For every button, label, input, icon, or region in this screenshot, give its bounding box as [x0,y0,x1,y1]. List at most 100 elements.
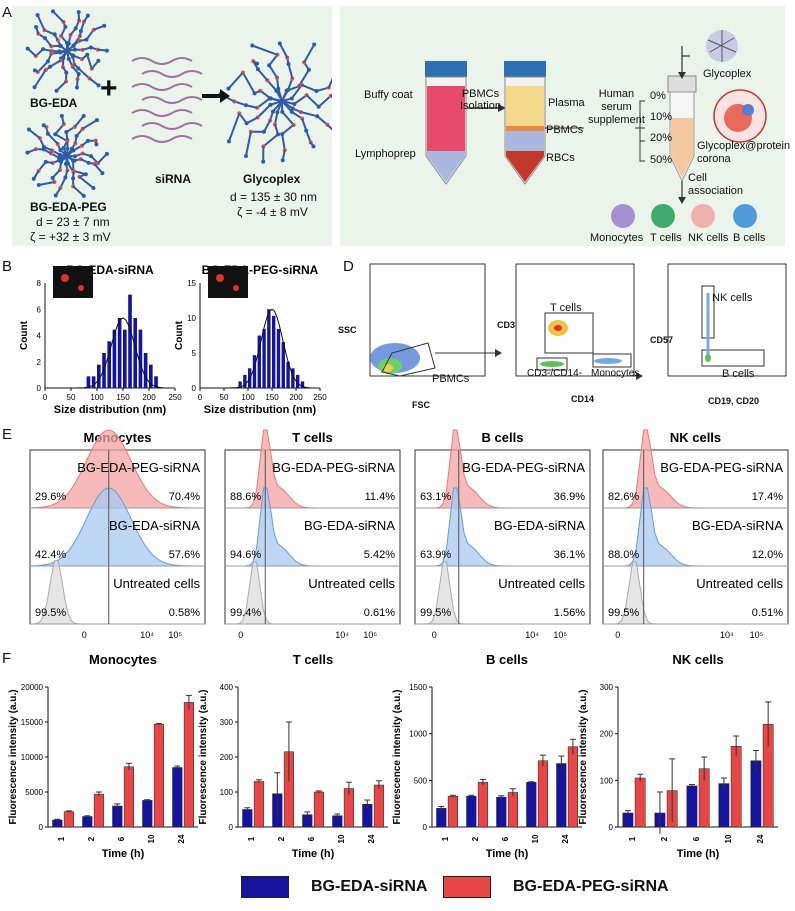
histogram-bar [91,376,96,388]
x-tick-label: 10⁵ [168,630,182,640]
gate-percent-left: 88.0% [608,549,639,561]
y-tick-label: 8 [37,279,42,288]
bg-eda-peg-label: BG-EDA-PEG [30,200,107,214]
x-tick-label: 1 [441,836,450,841]
chart-title: NK cells [672,652,723,667]
gate-percent-left: 99.5% [35,607,66,619]
panel-a-background [12,6,332,246]
x-tick-label: 0 [615,630,620,640]
tcells-gate-label: T cells [550,302,582,314]
bar-chart-0: Monocytes 0 5000 10000 15000 20000Fluorescenc… [8,652,198,860]
data-bar [183,702,194,828]
x-tick-label: 0 [82,630,87,640]
data-bar [313,791,324,828]
data-bar [507,792,518,828]
y-tick-label: 2 [37,358,42,367]
row-label: BG-EDA-siRNA [692,518,783,533]
cell-label-monocytes: Monocytes [590,232,644,244]
bg-eda-dendrimer-icon [25,9,109,93]
histogram-bar [97,364,101,388]
glycoplex-zeta: ζ = -4 ± 8 mV [237,205,308,219]
gate-percent-right: 0.61% [364,607,395,619]
y-axis-label: Fluorescence intensity (a.u.) [8,689,19,824]
microscopy-inset [208,266,248,298]
histogram-bar [123,329,127,388]
x-tick-label: 10 [724,834,733,843]
y-tick-label: 1500 [409,683,427,692]
data-bar [447,795,458,828]
gate-percent-left: 29.6% [35,491,66,503]
tube-3-icon [667,75,697,183]
x-tick-label: 1 [628,836,637,841]
x-tick-label: 200 [289,393,303,402]
gate-percent-left: 88.6% [230,491,261,503]
data-bar [253,781,264,828]
bar-chart-2: B cells 0 500 1000 1500 Fluorescence intensit… [392,652,582,860]
histogram-bar [86,376,91,388]
x-tick-label: 100 [241,393,255,402]
histogram-bar [257,335,261,388]
data-bar [526,781,537,828]
y-tick-label: 200 [220,753,234,762]
particle-spot [233,285,239,291]
flow-panel-0: Monocytes29.6%70.4%BG-EDA-PEG-siRNA42.4%… [29,429,206,640]
panel-e-histogram-overlays: Monocytes29.6%70.4%BG-EDA-PEG-siRNA42.4%… [29,429,789,640]
pct-10: 10% [650,111,673,123]
particle-spot [78,285,84,291]
gate-percent-right: 70.4% [169,491,200,503]
data-bar [373,784,384,828]
x-axis-label: Time (h) [677,848,720,860]
x-tick-label: 10⁴ [525,630,539,640]
data-bar [730,746,742,828]
gate-percent-right: 5.42% [364,549,395,561]
y-tick-label: 500 [414,776,428,785]
data-bar [142,800,153,828]
bg-eda-peg-size: d = 23 ± 7 nm [36,215,110,229]
pbmcs-gate-label: PBMCs [432,373,470,385]
y-tick-label: 4 [37,332,42,341]
gaussian-fit-curve [71,317,165,389]
glycoplex-small-icon [706,30,738,62]
gate-percent-right: 36.9% [554,491,585,503]
x-tick-label: 24 [177,834,186,843]
data-bar [567,746,578,828]
x-tick-label: 24 [367,834,376,843]
legend-bg-eda: BG-EDA-siRNA [241,876,427,898]
x-tick-label: 10⁵ [750,630,764,640]
flow-panel-title: T cells [292,430,332,445]
y-tick-label: 300 [600,683,614,692]
t-cell-icon [651,204,675,228]
row-label: BG-EDA-PEG-siRNA [272,460,395,475]
chart-title: B cells [486,652,528,667]
legend-bg-eda-peg: BG-EDA-PEG-siRNA [443,876,669,898]
histogram-bar [291,368,295,388]
gate-percent-right: 0.51% [752,607,783,619]
scatter-plot-cd19-cd57 [667,263,787,377]
x-axis-label: Time (h) [486,848,529,860]
nk-cell-icon [691,204,715,228]
y-tick-label: 400 [220,683,234,692]
y-tick-label: 15000 [21,718,44,727]
row-label: Untreated cells [696,576,783,591]
panel-c-illustration [425,30,767,228]
gaussian-fit-curve [224,308,311,389]
data-bar [537,760,548,828]
ssc-label: SSC [338,325,357,335]
gate-percent-right: 0.58% [169,607,200,619]
sirna-strands-icon [131,57,203,143]
flow-panel-title: B cells [482,430,524,445]
b-cell-icon [733,204,757,228]
x-tick-label: 2 [87,836,96,841]
histogram-bar [286,361,290,388]
monocytes-gate-label: Monocytes [591,368,640,379]
gate-percent-left: 99.5% [420,607,451,619]
row-label: BG-EDA-siRNA [304,518,395,533]
row-label: BG-EDA-PEG-siRNA [462,460,585,475]
x-tick-label: 50 [220,393,229,402]
gate-percent-right: 11.4% [365,491,396,503]
x-tick-label: 10⁵ [363,630,377,640]
panel-f-bar-charts: Monocytes05000100001500020000Fluorescenc… [8,652,778,860]
panel-label-a: A [2,4,13,21]
histogram-bar [276,328,281,388]
